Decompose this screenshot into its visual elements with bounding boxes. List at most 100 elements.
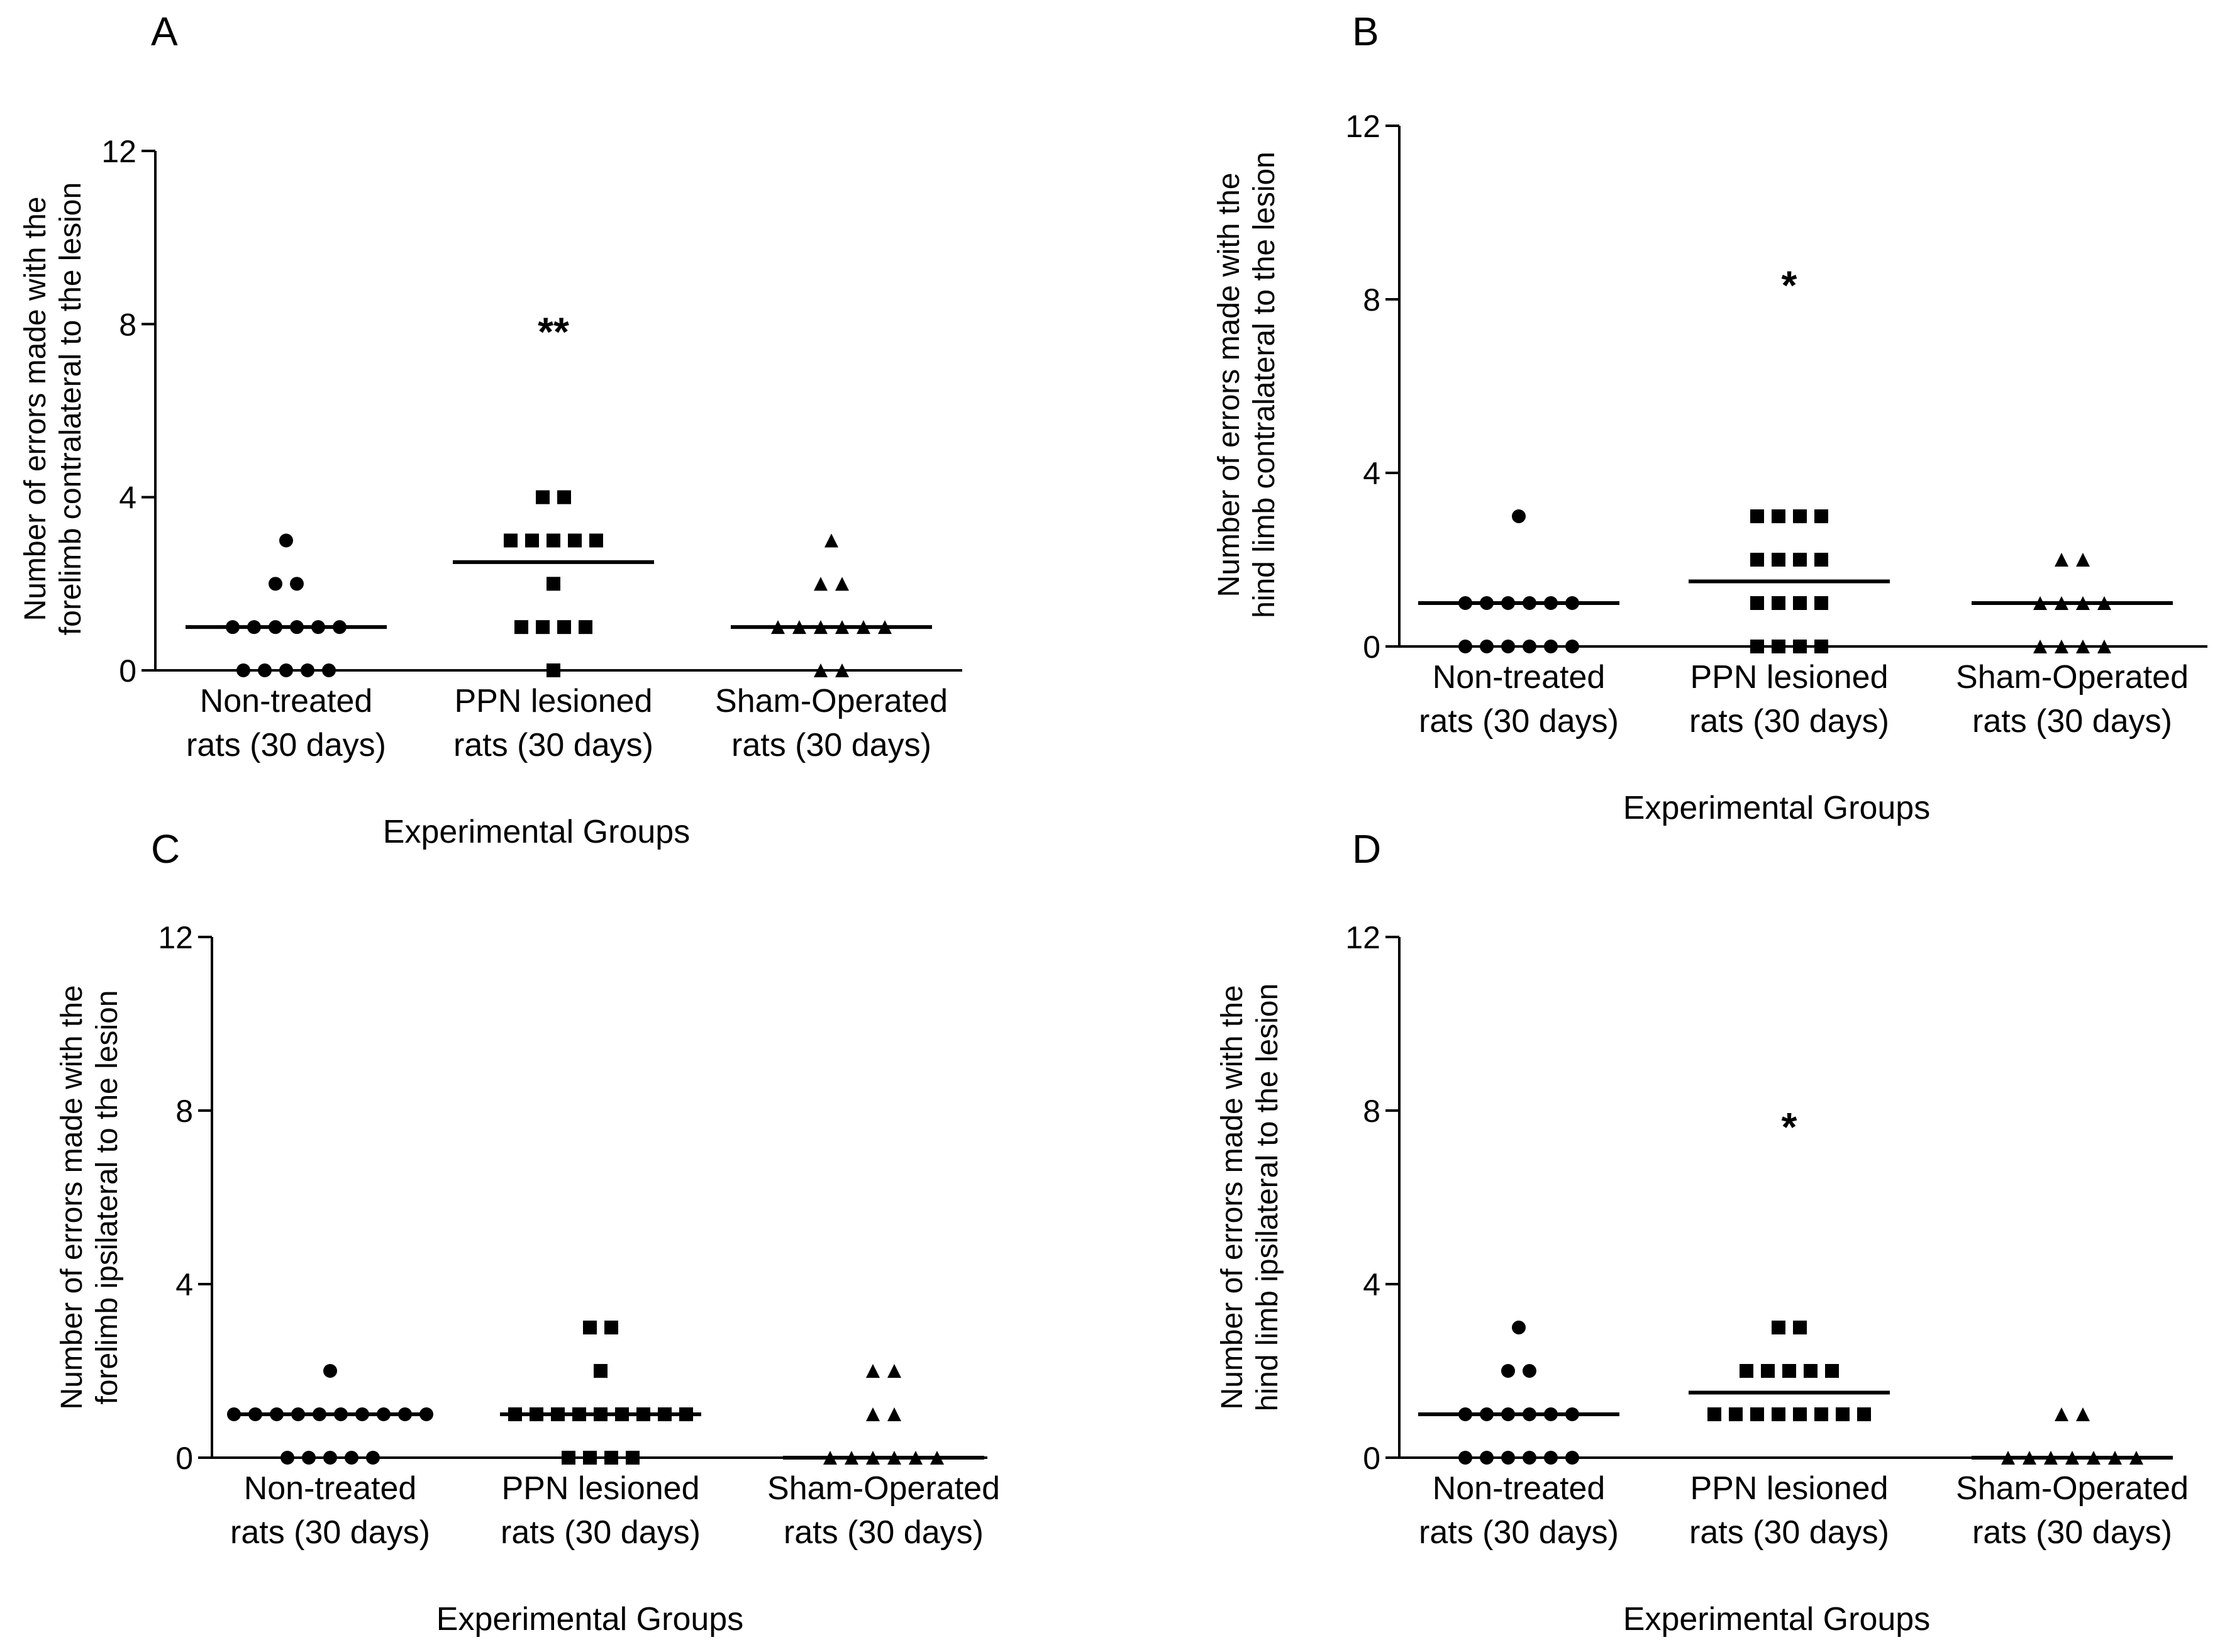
- data-point: [1772, 1407, 1785, 1421]
- category-label: Sham-Operated: [767, 1470, 1000, 1507]
- data-point: [1565, 640, 1579, 653]
- data-point: [2033, 640, 2047, 653]
- data-point: [557, 490, 571, 504]
- data-point: [1707, 1407, 1721, 1421]
- data-point: [536, 490, 550, 504]
- data-point: [1523, 640, 1536, 653]
- y-axis-title-line: Number of errors made with the: [19, 197, 52, 621]
- y-axis-title: Number of errors made with thehind limb …: [1216, 984, 1284, 1411]
- data-point: [1804, 1364, 1818, 1378]
- data-point: [1480, 640, 1494, 653]
- y-axis-title-line: hind limb contralateral to the lesion: [1248, 152, 1281, 618]
- data-point: [1501, 1451, 1515, 1465]
- data-point: [557, 620, 571, 635]
- data-point: [1501, 640, 1515, 653]
- panel-letter: D: [1352, 826, 1381, 872]
- y-axis-title: Number of errors made with thehind limb …: [1213, 152, 1281, 618]
- data-point: [547, 533, 560, 548]
- y-axis-title: Number of errors made with theforelimb i…: [55, 985, 124, 1410]
- y-axis-title-line: forelimb contralateral to the lesion: [54, 182, 87, 635]
- data-point: [1772, 509, 1785, 523]
- category-label: rats (30 days): [1689, 1514, 1889, 1551]
- category-label: rats (30 days): [1972, 1514, 2172, 1551]
- data-point: [1544, 1451, 1558, 1465]
- data-point: [1761, 1364, 1775, 1378]
- data-point: [2076, 640, 2090, 653]
- data-point: [583, 1451, 597, 1465]
- data-point: [594, 1364, 608, 1378]
- data-point: [1729, 1407, 1743, 1421]
- data-point: [1523, 1364, 1536, 1378]
- data-point: [1750, 640, 1764, 653]
- data-point: [562, 1451, 575, 1465]
- y-tick-label: 4: [119, 480, 136, 516]
- data-point: [866, 1364, 880, 1378]
- data-point: [1458, 640, 1472, 653]
- data-point: [1825, 1364, 1839, 1378]
- y-tick-label: 4: [1363, 1267, 1380, 1302]
- data-point: [866, 1407, 880, 1421]
- category-label: rats (30 days): [501, 1514, 701, 1551]
- category-label: Non-treated: [1433, 659, 1606, 696]
- data-point: [1512, 1321, 1526, 1334]
- data-point: [1814, 509, 1828, 523]
- data-point: [301, 663, 314, 677]
- data-point: [269, 577, 282, 591]
- data-point: [1772, 596, 1785, 610]
- y-tick-label: 0: [1363, 1441, 1380, 1476]
- data-point: [814, 577, 828, 591]
- x-axis-title: Experimental Groups: [383, 814, 690, 850]
- category-label: PPN lesioned: [1690, 659, 1888, 696]
- category-label: Sham-Operated: [1956, 659, 2189, 696]
- data-point: [589, 533, 603, 548]
- data-point: [279, 663, 293, 677]
- category-label: PPN lesioned: [454, 683, 652, 719]
- y-axis-title-line: hind limb ipsilateral to the lesion: [1251, 984, 1284, 1411]
- data-point: [258, 663, 272, 677]
- data-point: [547, 577, 560, 591]
- data-point: [366, 1451, 380, 1465]
- panel-A: A 0 4 8 12 Number of errors made with thefore…: [19, 9, 962, 850]
- data-point: [1750, 1407, 1764, 1421]
- category-label: rats (30 days): [731, 727, 931, 763]
- data-point: [604, 1321, 618, 1334]
- data-point: [323, 1451, 337, 1465]
- y-tick-label: 12: [101, 134, 136, 169]
- data-point: [583, 1321, 597, 1334]
- y-axis-title: Number of errors made with theforelimb c…: [19, 182, 87, 635]
- data-point: [568, 533, 582, 548]
- data-point: [1793, 553, 1807, 567]
- y-tick-label: 12: [158, 920, 193, 955]
- data-point: [1793, 640, 1807, 653]
- y-tick-label: 12: [1345, 109, 1380, 144]
- data-point: [1523, 1451, 1536, 1465]
- data-point: [1793, 1407, 1807, 1421]
- data-point: [290, 577, 304, 591]
- data-point: [2055, 640, 2068, 653]
- data-point: [1458, 1451, 1472, 1465]
- data-point: [345, 1451, 358, 1465]
- data-point: [1857, 1407, 1871, 1421]
- data-point: [1480, 1451, 1494, 1465]
- category-label: rats (30 days): [186, 727, 386, 763]
- data-point: [835, 577, 849, 591]
- data-point: [1793, 596, 1807, 610]
- data-point: [322, 663, 336, 677]
- y-tick-label: 0: [1363, 629, 1380, 665]
- category-label: PPN lesioned: [1690, 1470, 1888, 1507]
- data-point: [604, 1451, 618, 1465]
- category-label: Non-treated: [200, 683, 373, 719]
- y-tick-label: 8: [1363, 282, 1380, 318]
- category-label: rats (30 days): [230, 1514, 430, 1551]
- y-tick-label: 12: [1345, 920, 1380, 955]
- y-axis-title-line: Number of errors made with the: [55, 985, 89, 1410]
- data-point: [536, 620, 550, 635]
- y-tick-label: 8: [119, 307, 136, 342]
- category-label: Sham-Operated: [715, 683, 948, 719]
- data-point: [1793, 1321, 1807, 1334]
- panel-letter: A: [151, 9, 178, 54]
- data-point: [814, 663, 828, 677]
- data-point: [323, 1364, 337, 1378]
- data-point: [236, 663, 250, 677]
